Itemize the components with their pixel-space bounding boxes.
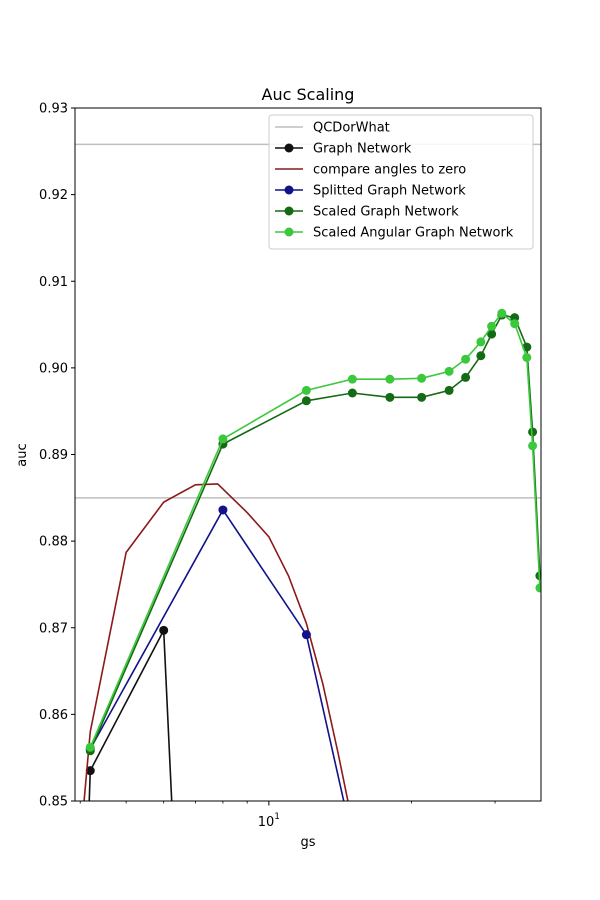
data-point xyxy=(476,351,486,361)
data-point xyxy=(301,396,311,406)
data-point xyxy=(444,385,454,395)
data-point xyxy=(535,583,541,593)
x-axis: 101 xyxy=(79,801,496,830)
y-axis: 0.85 0.86 0.87 0.88 0.89 0.90 0.91 0.92 0.93 xyxy=(39,102,75,810)
y-tick-label: 0.92 xyxy=(39,188,68,203)
data-point xyxy=(528,427,538,437)
data-point xyxy=(85,766,95,776)
data-point xyxy=(385,392,395,402)
legend-label: Scaled Graph Network xyxy=(313,205,459,220)
data-point xyxy=(347,374,357,384)
legend-box xyxy=(268,114,534,250)
series xyxy=(83,483,349,801)
data-point xyxy=(301,385,311,395)
legend-entry: Splitted Graph Network xyxy=(275,184,466,199)
legend-entry: Scaled Graph Network xyxy=(275,205,459,220)
data-point xyxy=(417,373,427,383)
legend-entry: compare angles to zero xyxy=(275,163,466,178)
data-point xyxy=(385,374,395,384)
y-tick-label: 0.86 xyxy=(39,708,68,723)
legend-label: Graph Network xyxy=(313,142,412,157)
y-tick-label: 0.90 xyxy=(39,361,68,376)
data-point xyxy=(487,329,497,339)
data-point xyxy=(487,321,497,331)
x-tick-label-exponent: 1 xyxy=(274,812,280,822)
series xyxy=(85,625,173,801)
data-point xyxy=(218,434,228,444)
legend-entry: QCDorWhat xyxy=(275,121,390,136)
y-tick-label: 0.93 xyxy=(39,102,68,117)
y-tick-label: 0.88 xyxy=(39,535,68,550)
y-tick-label: 0.91 xyxy=(39,275,68,290)
series-line xyxy=(88,627,173,801)
data-point xyxy=(347,388,357,398)
legend-label: QCDorWhat xyxy=(313,121,390,136)
data-point xyxy=(85,742,95,752)
data-point xyxy=(476,337,486,347)
y-tick-label: 0.87 xyxy=(39,621,68,636)
data-point xyxy=(497,308,507,318)
y-axis-label: auc xyxy=(15,443,30,466)
series-line xyxy=(83,483,349,801)
series-line xyxy=(89,508,345,801)
data-point xyxy=(218,505,228,515)
data-point xyxy=(417,392,427,402)
data-point xyxy=(461,354,471,364)
legend-label: Scaled Angular Graph Network xyxy=(313,226,514,241)
data-point xyxy=(301,630,311,640)
x-tick-label-base: 10 xyxy=(258,815,275,830)
data-point xyxy=(159,625,169,635)
legend: QCDorWhat Graph Network compare angles to … xyxy=(268,114,534,250)
legend-marker xyxy=(284,227,294,237)
legend-marker xyxy=(284,206,294,216)
data-point xyxy=(510,319,520,329)
y-tick-label: 0.85 xyxy=(39,795,68,810)
legend-marker xyxy=(284,143,294,153)
y-tick-label: 0.89 xyxy=(39,448,68,463)
x-axis-label: gs xyxy=(300,835,315,850)
data-point xyxy=(444,366,454,376)
data-point xyxy=(522,352,532,362)
data-point xyxy=(528,441,538,451)
series-layer xyxy=(83,308,541,801)
data-point xyxy=(461,372,471,382)
chart-title: Auc Scaling xyxy=(262,85,355,104)
legend-entry: Scaled Angular Graph Network xyxy=(275,226,514,241)
legend-entry: Graph Network xyxy=(275,142,412,157)
legend-label: compare angles to zero xyxy=(313,163,466,178)
x-tick-label: 101 xyxy=(258,812,280,830)
legend-marker xyxy=(284,185,294,195)
series xyxy=(85,308,541,752)
legend-label: Splitted Graph Network xyxy=(313,184,466,199)
